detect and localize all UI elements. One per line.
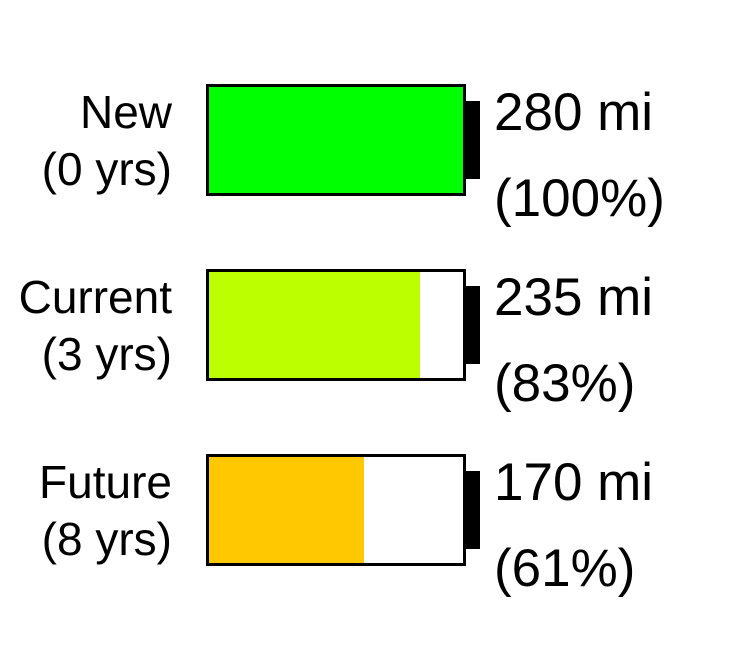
value-label: 170 mi (61%) <box>494 440 653 612</box>
category-label: Future (8 yrs) <box>39 454 172 568</box>
category-label: Current (3 yrs) <box>19 269 172 383</box>
percent-value: (83%) <box>494 354 636 413</box>
range-value: 170 mi <box>494 453 654 512</box>
value-label: 280 mi (100%) <box>494 70 665 242</box>
category-age: (8 yrs) <box>41 513 172 565</box>
category-age: (0 yrs) <box>41 143 172 195</box>
category-name: Future <box>39 456 172 508</box>
category-name: New <box>79 86 172 138</box>
battery-terminal <box>466 286 480 364</box>
battery-icon <box>206 84 466 196</box>
battery-icon <box>206 269 466 381</box>
battery-row-current: Current (3 yrs) 235 mi (83%) <box>0 263 750 413</box>
percent-value: (61%) <box>494 539 636 598</box>
battery-icon <box>206 454 466 566</box>
battery-level-bar <box>209 272 420 378</box>
range-value: 235 mi <box>494 268 654 327</box>
battery-level-bar <box>209 87 463 193</box>
range-value: 280 mi <box>494 83 654 142</box>
battery-terminal <box>466 471 480 549</box>
battery-level-bar <box>209 457 364 563</box>
percent-value: (100%) <box>494 169 665 228</box>
category-age: (3 yrs) <box>41 328 172 380</box>
battery-terminal <box>466 101 480 179</box>
category-label: New (0 yrs) <box>42 84 172 198</box>
category-name: Current <box>18 271 172 323</box>
value-label: 235 mi (83%) <box>494 255 653 427</box>
battery-row-new: New (0 yrs) 280 mi (100%) <box>0 78 750 228</box>
battery-row-future: Future (8 yrs) 170 mi (61%) <box>0 448 750 598</box>
